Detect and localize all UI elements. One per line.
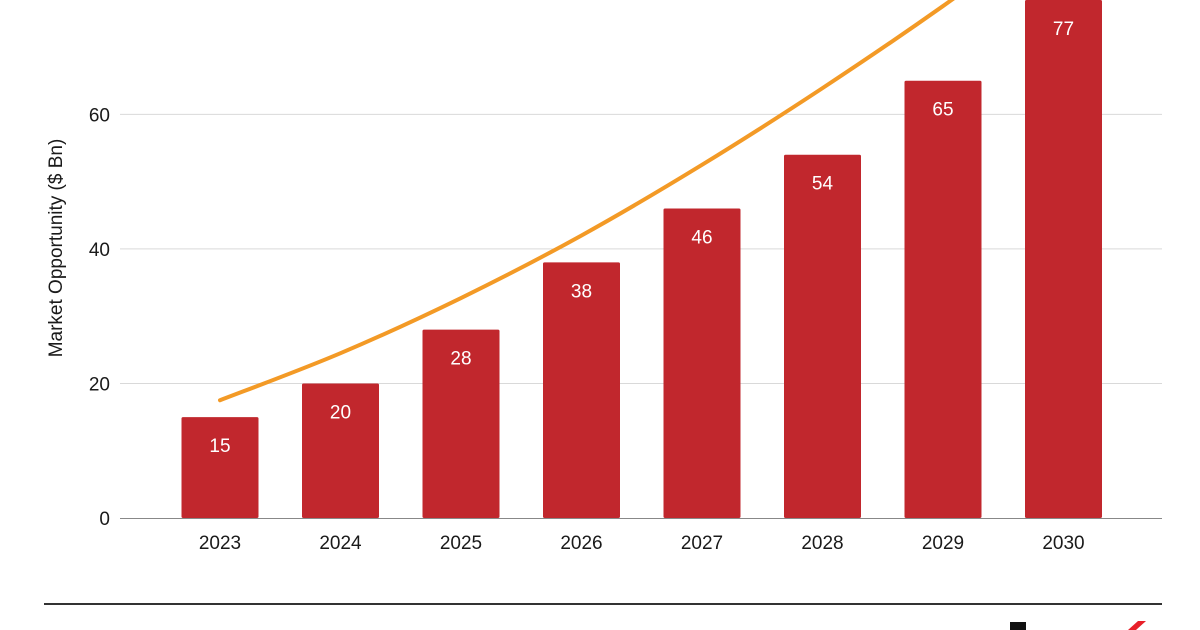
y-axis-ticks: 0 20 40 60	[89, 105, 110, 530]
trendline-group	[218, 0, 955, 403]
y-tick-label: 20	[89, 374, 110, 395]
gridlines	[120, 113, 1162, 384]
brand-logo	[1010, 621, 1146, 630]
x-tick-label: 2023	[199, 533, 241, 554]
bar-value-label: 65	[932, 100, 953, 121]
bar-2030	[1025, 0, 1102, 518]
bar-2025	[422, 329, 500, 518]
bar-2024	[302, 383, 379, 518]
logo-red-mark	[1128, 621, 1146, 630]
y-tick-label: 0	[99, 509, 110, 530]
trendline	[218, 0, 955, 403]
bar-2023	[181, 417, 259, 518]
bar-2029	[904, 80, 982, 519]
bar-2027	[663, 208, 741, 518]
y-tick-label: 60	[89, 105, 110, 126]
bar-value-label: 15	[209, 436, 230, 457]
logo-dark-mark	[1010, 622, 1026, 630]
bar-value-label: 28	[450, 349, 471, 370]
bar-value-label: 20	[330, 402, 351, 423]
bar-value-label: 77	[1053, 19, 1074, 40]
bar-2028	[784, 154, 861, 518]
y-axis-title: Market Opportunity ($ Bn)	[46, 139, 67, 358]
bar-2026	[543, 262, 620, 518]
x-tick-label: 2027	[681, 533, 723, 554]
bar-value-label: 46	[691, 228, 712, 249]
x-tick-label: 2029	[922, 533, 964, 554]
x-tick-label: 2030	[1042, 533, 1084, 554]
x-axis-ticks: 2023 2024 2025 2026 2027 2028 2029 2030	[199, 533, 1085, 554]
y-tick-label: 40	[89, 240, 110, 261]
x-tick-label: 2028	[801, 533, 843, 554]
x-tick-label: 2026	[560, 533, 602, 554]
x-tick-label: 2024	[319, 533, 362, 554]
bar-value-label: 54	[812, 174, 834, 195]
bar-value-label: 38	[571, 281, 592, 302]
x-tick-label: 2025	[440, 533, 482, 554]
bars: 15 20 28 38 46 54 65 77	[181, 0, 1102, 519]
